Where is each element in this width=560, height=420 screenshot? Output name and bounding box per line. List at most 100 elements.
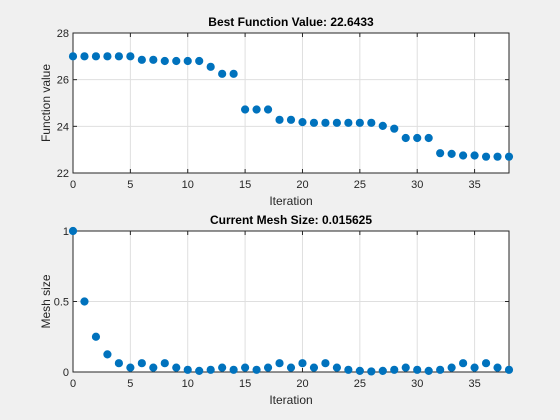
- data-point: [481, 152, 491, 161]
- data-point: [275, 359, 284, 368]
- data-point: [321, 359, 330, 368]
- data-point: [378, 121, 387, 130]
- data-point: [309, 363, 319, 372]
- data-point: [218, 363, 227, 372]
- data-point: [114, 52, 123, 61]
- x-tick-label: 30: [411, 179, 423, 191]
- data-point: [80, 297, 89, 306]
- data-point: [470, 151, 479, 160]
- data-point: [149, 363, 158, 372]
- data-point: [355, 366, 364, 376]
- data-point: [367, 118, 376, 127]
- data-point: [91, 332, 101, 341]
- y-axis-label: Mesh size: [39, 274, 53, 328]
- data-point: [470, 363, 479, 372]
- y-tick-label: 28: [57, 28, 69, 40]
- data-point: [459, 359, 468, 368]
- data-point: [355, 118, 364, 127]
- data-point: [229, 365, 238, 374]
- data-point: [80, 52, 89, 61]
- data-point: [321, 118, 330, 127]
- y-tick-label: 22: [57, 168, 69, 180]
- data-point: [160, 56, 169, 66]
- data-point: [298, 118, 307, 127]
- x-axis-label: Iteration: [269, 194, 312, 208]
- data-point: [493, 363, 502, 372]
- data-point: [390, 124, 399, 133]
- x-tick-label: 35: [468, 378, 480, 390]
- data-point: [172, 363, 181, 372]
- data-point: [126, 363, 135, 372]
- data-point: [206, 365, 215, 374]
- data-point: [241, 363, 250, 372]
- data-point: [172, 56, 181, 66]
- data-point: [493, 152, 502, 161]
- y-tick-label: 1: [63, 226, 69, 238]
- data-point: [137, 55, 146, 64]
- x-tick-label: 10: [182, 179, 194, 191]
- data-point: [218, 69, 227, 78]
- x-tick-label: 5: [127, 179, 133, 191]
- x-tick-label: 0: [70, 378, 76, 390]
- data-point: [149, 55, 158, 64]
- data-point: [68, 226, 78, 236]
- data-point: [481, 359, 491, 368]
- chart-title: Current Mesh Size: 0.015625: [210, 213, 372, 227]
- data-point: [206, 62, 215, 71]
- data-point: [252, 365, 261, 374]
- data-point: [413, 133, 422, 143]
- data-point: [436, 365, 445, 374]
- x-tick-label: 25: [354, 179, 366, 191]
- mesh-size-chart: 0 5 10 15 20 25 30 35 0 0.5 1 Current Mesh Size: 0.…: [39, 213, 514, 407]
- x-tick-label: 15: [239, 179, 251, 191]
- data-point: [378, 366, 387, 376]
- x-tick-label: 10: [182, 378, 194, 390]
- data-point: [91, 52, 101, 61]
- data-point: [332, 363, 341, 372]
- data-point: [263, 105, 273, 114]
- data-point: [298, 359, 307, 368]
- data-point: [103, 52, 112, 61]
- data-point: [275, 115, 284, 124]
- x-tick-label: 25: [354, 378, 366, 390]
- data-point: [137, 359, 146, 368]
- y-tick-label: 0.5: [54, 297, 69, 309]
- x-axis-label: Iteration: [269, 393, 312, 407]
- data-point: [424, 366, 433, 376]
- data-point: [332, 118, 341, 127]
- x-tick-label: 35: [468, 179, 480, 191]
- data-point: [401, 363, 410, 372]
- data-point: [195, 366, 204, 376]
- data-point: [252, 105, 261, 114]
- data-point: [126, 52, 135, 61]
- data-point: [103, 350, 112, 359]
- data-point: [183, 365, 192, 374]
- data-point: [286, 363, 296, 372]
- data-point: [286, 115, 296, 124]
- y-tick-label: 24: [57, 121, 69, 133]
- data-point: [229, 69, 238, 78]
- data-point: [344, 365, 353, 374]
- data-point: [447, 149, 456, 158]
- x-tick-label: 20: [296, 378, 308, 390]
- data-point: [183, 56, 192, 66]
- data-point: [309, 118, 319, 127]
- data-point: [504, 152, 514, 161]
- data-point: [413, 365, 422, 374]
- y-axis-label: Function value: [39, 64, 53, 142]
- x-tick-label: 5: [127, 378, 133, 390]
- axes-box: [72, 32, 510, 174]
- x-tick-label: 30: [411, 378, 423, 390]
- data-point: [241, 105, 250, 114]
- data-point: [424, 133, 433, 143]
- x-tick-label: 20: [296, 179, 308, 191]
- data-point: [160, 359, 169, 368]
- data-point: [114, 359, 123, 368]
- data-point: [401, 133, 410, 143]
- data-point: [195, 56, 204, 66]
- data-point: [459, 151, 468, 160]
- x-tick-label: 0: [70, 179, 76, 191]
- y-tick-label: 0: [63, 367, 69, 379]
- function-value-chart: 0 5 10 15 20 25 30 35 22 24 26 28 Best Function Valu…: [39, 15, 514, 208]
